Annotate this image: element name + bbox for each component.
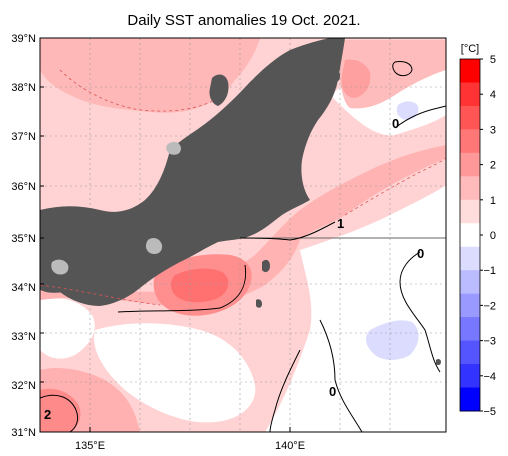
contour-zero-north — [394, 105, 447, 129]
land-japan-honshu — [40, 38, 345, 306]
land-island-south-2 — [256, 299, 262, 308]
anomaly-region-core-kii — [170, 268, 229, 303]
contour-lines — [39, 61, 447, 433]
latitude-axis: 39°N 38°N 37°N 36°N 35°N 34°N 33°N 32°N … — [11, 33, 44, 439]
lon-tick-135: 135°E — [75, 440, 105, 452]
colorbar-label-10: −5 — [483, 406, 496, 418]
contour-label-0-east: 0 — [417, 246, 424, 261]
contour-one-kuroshio — [239, 221, 336, 241]
colorbar-step-10 — [460, 293, 480, 318]
colorbar-step-11 — [460, 317, 480, 342]
contour-zero-south — [319, 319, 363, 433]
colorbar-step-4 — [460, 152, 480, 177]
colorbar-label-4: 1 — [490, 195, 496, 207]
missing-data-bay — [145, 237, 163, 255]
land-island-south-1 — [262, 259, 270, 273]
colorbar-step-7 — [460, 223, 480, 248]
colorbar-step-13 — [460, 364, 480, 389]
lat-tick-39: 39°N — [11, 33, 36, 45]
land-island-north — [209, 74, 229, 106]
colorbar-step-6 — [460, 199, 480, 224]
map-frame — [39, 37, 447, 433]
lat-tick-34: 34°N — [11, 282, 36, 294]
colorbar-label-6: −1 — [483, 265, 496, 277]
colorbar-labels: 5 4 3 2 1 0 −1 −2 −3 −4 −5 — [480, 54, 496, 418]
colorbar-step-2 — [460, 105, 480, 130]
anomaly-region-pink-north — [40, 38, 260, 113]
contour-label-1: 1 — [337, 216, 344, 231]
colorbar-label-2: 3 — [490, 124, 496, 136]
contour-label-0-south: 0 — [329, 384, 336, 399]
anomaly-region-near-zero-east — [265, 185, 446, 432]
figure-title: Daily SST anomalies 19 Oct. 2021. — [127, 12, 360, 29]
lat-tick-35: 35°N — [11, 233, 36, 245]
colorbar-step-14 — [460, 387, 480, 412]
contour-kii-loop — [117, 264, 247, 313]
lat-tick-36: 36°N — [11, 181, 36, 193]
colorbar-label-9: −4 — [483, 371, 496, 383]
contour-coast-east — [269, 349, 301, 433]
colorbar-step-3 — [460, 129, 480, 154]
colorbar-step-12 — [460, 340, 480, 365]
anomaly-region-strong-sw — [40, 388, 81, 432]
colorbar-label-0: 5 — [490, 54, 496, 66]
land-island-east — [330, 69, 340, 83]
colorbar: [°C] 5 4 3 2 1 0 −1 −2 −3 −4 −5 — [459, 43, 496, 418]
contour-zero-north-loop — [392, 61, 413, 77]
lat-tick-32: 32°N — [11, 380, 36, 392]
colorbar-unit: [°C] — [461, 43, 479, 55]
lat-tick-38: 38°N — [11, 82, 36, 94]
lon-tick-140: 140°E — [275, 440, 305, 452]
anomaly-region-near-zero-south — [94, 323, 256, 423]
colorbar-step-9 — [460, 270, 480, 295]
land-island-east-small — [436, 358, 441, 366]
contour-label-2: 2 — [44, 407, 51, 422]
colorbar-label-3: 2 — [490, 160, 496, 172]
longitude-axis: 135°E 140°E — [75, 427, 305, 452]
colorbar-label-8: −3 — [483, 336, 496, 348]
anomaly-region-negative-south — [366, 320, 419, 360]
colorbar-label-5: 0 — [490, 230, 496, 242]
lat-tick-33: 33°N — [11, 331, 36, 343]
missing-data-sea — [166, 141, 181, 155]
colorbar-steps — [460, 59, 480, 412]
colorbar-step-1 — [460, 82, 480, 107]
contour-label-0-north: 0 — [392, 116, 399, 131]
missing-data-lake — [51, 259, 69, 275]
anomaly-region-near-zero-sw — [40, 298, 95, 359]
map-panel: 0 1 0 0 2 — [39, 37, 447, 433]
lat-tick-37: 37°N — [11, 131, 36, 143]
colorbar-step-5 — [460, 176, 480, 201]
dashed-contours — [39, 69, 447, 306]
colorbar-step-0 — [460, 59, 480, 83]
anomaly-region-pink-northeast — [339, 40, 446, 109]
anomaly-region-negative-north — [396, 101, 419, 120]
colorbar-step-8 — [460, 246, 480, 271]
anomaly-region-strong-east — [341, 59, 371, 98]
colorbar-label-1: 4 — [490, 89, 496, 101]
contour-two-sw — [39, 394, 79, 433]
contour-zero-east — [399, 251, 441, 373]
colorbar-label-7: −2 — [483, 300, 496, 312]
lat-tick-31: 31°N — [11, 427, 36, 439]
anomaly-region-pink-kuroshio — [40, 145, 446, 307]
